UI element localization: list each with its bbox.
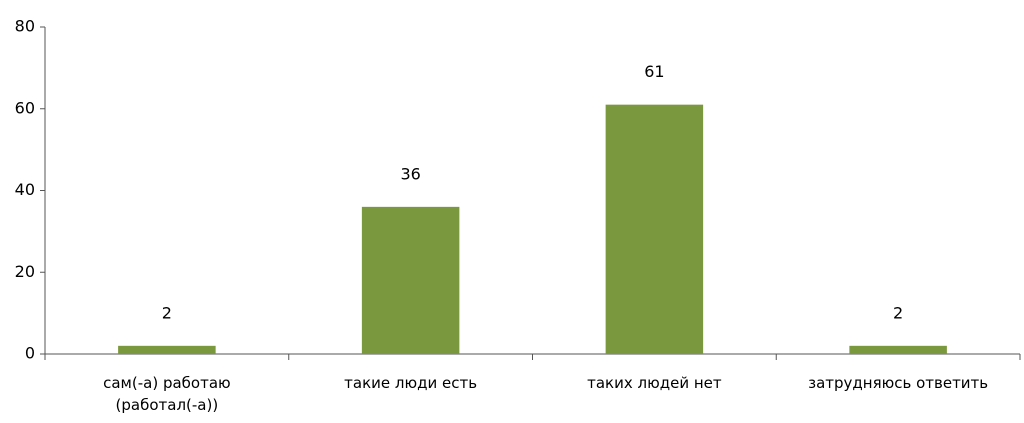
data-label: 61 [644,62,664,81]
y-tick-label: 20 [15,262,35,281]
x-tick-label: затрудняюсь ответить [808,374,989,392]
bar [118,345,216,354]
data-label: 2 [162,303,172,322]
data-label: 2 [893,303,903,322]
y-tick-label: 0 [25,344,35,363]
y-tick-label: 40 [15,180,35,199]
data-label: 36 [400,164,420,183]
bar [849,345,947,354]
x-tick-label: такие люди есть [344,374,478,392]
bar [605,104,704,354]
x-tick-label: таких людей нет [587,374,722,392]
x-tick-label: сам(-а) работаю (работал(-а)) [103,374,231,414]
y-tick-label: 60 [15,98,35,117]
y-tick-label: 80 [15,17,35,36]
bar [361,206,460,354]
